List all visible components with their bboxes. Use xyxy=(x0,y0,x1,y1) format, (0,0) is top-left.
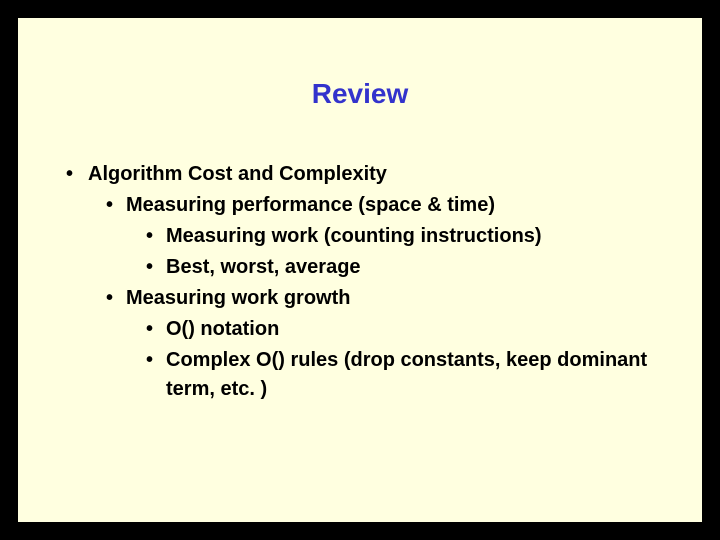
slide-title: Review xyxy=(58,78,662,110)
slide-content: Algorithm Cost and Complexity Measuring … xyxy=(58,160,662,404)
bullet-level-2: Measuring work growth xyxy=(58,284,662,313)
bullet-level-3: O() notation xyxy=(58,315,662,344)
bullet-level-3: Complex O() rules (drop constants, keep … xyxy=(58,346,662,404)
bullet-level-3: Measuring work (counting instructions) xyxy=(58,222,662,251)
bullet-level-1: Algorithm Cost and Complexity xyxy=(58,160,662,189)
slide-outer-frame: Review Algorithm Cost and Complexity Mea… xyxy=(0,0,720,540)
bullet-level-3: Best, worst, average xyxy=(58,253,662,282)
bullet-level-2: Measuring performance (space & time) xyxy=(58,191,662,220)
slide: Review Algorithm Cost and Complexity Mea… xyxy=(16,16,704,524)
